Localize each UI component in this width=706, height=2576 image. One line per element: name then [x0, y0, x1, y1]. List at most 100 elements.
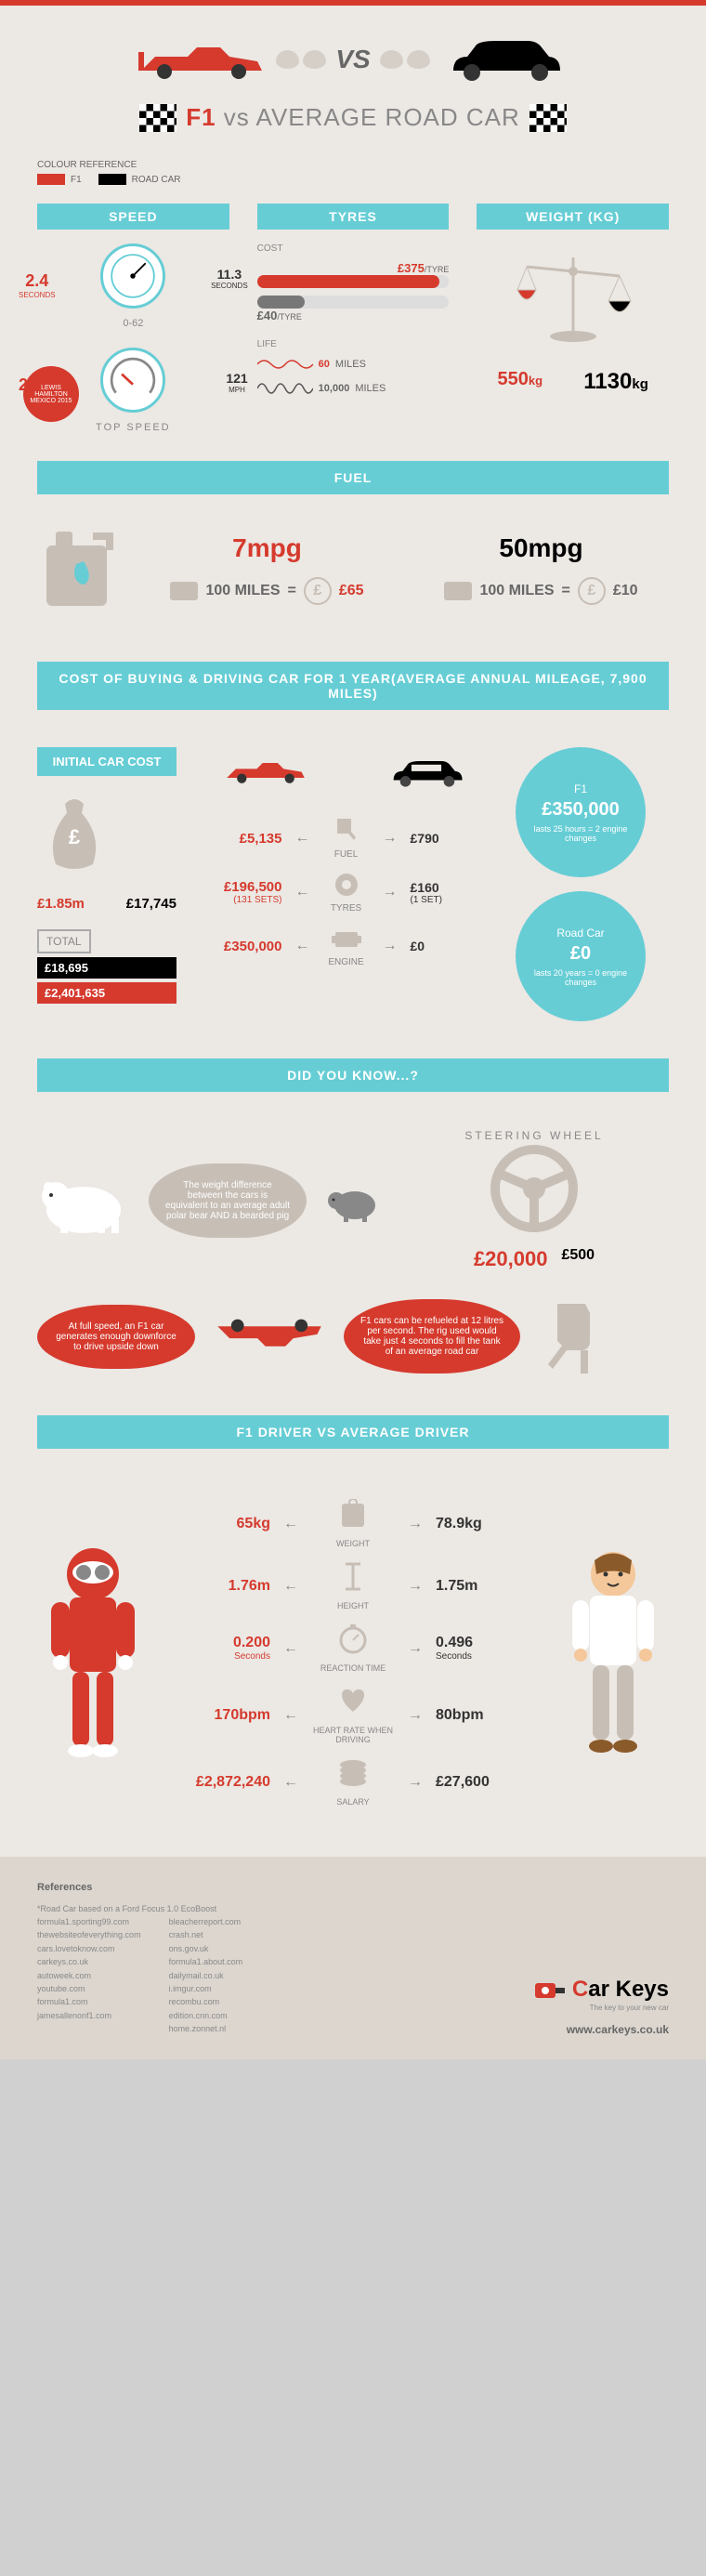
ref-link: jamesallenonf1.com [37, 2009, 141, 2022]
tyres-header: TYRES [257, 204, 450, 230]
driver-row-height: 1.76m←HEIGHT→1.75m [167, 1561, 539, 1610]
driver-header: F1 DRIVER VS AVERAGE DRIVER [37, 1415, 669, 1449]
weight-col: WEIGHT (KG) 550kg 1130kg [477, 204, 669, 433]
speedometer-icon [100, 348, 165, 413]
weight-f1: 550kg [497, 369, 543, 395]
tyre-cost-road-bar: £40/TYRE [257, 296, 450, 322]
topspeed-label: TOP SPEED [37, 422, 229, 433]
fuel-nozzle-icon [539, 1295, 604, 1378]
pound-icon: £ [578, 577, 606, 605]
ref-link: recombu.com [169, 1995, 243, 2008]
upside-down-car-icon [214, 1313, 325, 1360]
logo-text: Car Keys [572, 1977, 669, 2003]
f1-driver-icon [37, 1523, 149, 1783]
checker-right-icon [530, 104, 567, 132]
dyk-header: DID YOU KNOW...? [37, 1058, 669, 1092]
tyre-life-f1: 60 MILES [257, 355, 450, 374]
avg-driver-icon [557, 1523, 669, 1783]
weight-fact-bubble: The weight difference between the cars i… [149, 1163, 307, 1238]
pig-icon [325, 1177, 381, 1224]
ref-link: carkeys.co.uk [37, 1955, 141, 1968]
driver-section: 65kg←WEIGHT→78.9kg 1.76m←HEIGHT→1.75m 0.20… [0, 1467, 706, 1857]
ref-link: thewebsiteofeverything.com [37, 1928, 141, 1941]
references-footer: References *Road Car based on a Ford Foc… [0, 1857, 706, 2059]
f1-car-small-icon [224, 747, 307, 794]
downforce-fact: At full speed, an F1 car generates enoug… [37, 1305, 195, 1369]
mpg-road: 50mpg [413, 533, 669, 563]
tyre-life-road: 10,000 MILES [257, 379, 450, 398]
annual-cost-section: INITIAL CAR COST £ £1.85m £17,745 TOTAL … [0, 729, 706, 1040]
fuel-row: 7mpg 100 MILES= £ £65 50mpg 100 MILES= £… [0, 513, 706, 643]
ref-link: bleacherreport.com [169, 1915, 243, 1928]
driver-row-reaction-time: 0.200Seconds←REACTION TIME→0.496Seconds [167, 1623, 539, 1673]
driver-row-weight: 65kg←WEIGHT→78.9kg [167, 1499, 539, 1548]
stats-row-1: SPEED 2.4SECONDS 11.3SECONDS 0-62 223MPH… [0, 194, 706, 442]
total-f1: £2,401,635 [37, 982, 176, 1004]
weight-header: WEIGHT (KG) [477, 204, 669, 230]
colour-legend: COLOUR REFERENCE F1ROAD CAR [0, 160, 706, 194]
logo-box: Car Keys The key to your new car www.car… [533, 1976, 669, 2036]
moneybag-icon: £ [37, 790, 111, 874]
steering-road: £500 [561, 1247, 595, 1271]
refuel-fact: F1 cars can be refueled at 12 litres per… [344, 1299, 520, 1373]
svg-text:£: £ [69, 825, 81, 848]
accel-road: 11.3SECONDS [211, 267, 248, 290]
fuel-header: FUEL [37, 461, 669, 494]
accel-range: 0-62 [37, 318, 229, 329]
infographic-page: VS F1 vs AVERAGE ROAD CAR COLOUR REFEREN… [0, 0, 706, 2059]
speed-col: SPEED 2.4SECONDS 11.3SECONDS 0-62 223MPH… [37, 204, 229, 433]
checker-left-icon [139, 104, 176, 132]
ref-link: ons.gov.uk [169, 1942, 243, 1955]
ref-link: i.imgur.com [169, 1982, 243, 1995]
fuel-can-icon [37, 522, 121, 615]
swatch-f1 [37, 174, 65, 185]
annual-row-fuel: £5,135←FUEL→£790 [200, 817, 492, 860]
polar-bear-icon [37, 1163, 130, 1238]
footer-url: www.carkeys.co.uk [533, 2023, 669, 2036]
carkeys-logo-icon [533, 1976, 567, 2004]
stopwatch-icon [100, 243, 165, 309]
f1-car-icon [137, 38, 267, 80]
vs-text: VS [335, 45, 370, 74]
weight-road: 1130kg [583, 369, 648, 395]
topspeed-road: 121MPH [226, 371, 247, 394]
annual-row-tyres: £196,500(131 SETS)←TYRES→£160(1 SET) [200, 871, 492, 913]
steering-f1: £20,000 [474, 1247, 548, 1271]
ref-link: formula1.about.com [169, 1955, 243, 1968]
total-box: TOTAL £18,695 £2,401,635 [37, 929, 176, 1004]
hamilton-badge: LEWIS HAMILTON MEXICO 2015 [23, 366, 79, 422]
initial-road: £17,745 [126, 896, 176, 912]
tyre-cost-f1-bar: £375/TYRE [257, 261, 450, 288]
ref-link: crash.net [169, 1928, 243, 1941]
vs-cars-row: VS [37, 33, 669, 85]
accel-f1: 2.4SECONDS [19, 271, 56, 299]
road-car-icon [439, 33, 569, 85]
tyre-cost-label: COST [257, 243, 450, 254]
gauge-mini-icon [170, 582, 198, 600]
main-title-row: F1 vs AVERAGE ROAD CAR [37, 103, 669, 132]
engine-bubble-road: Road Car £0 lasts 20 years = 0 engine ch… [516, 891, 646, 1021]
steering-wheel-icon [488, 1142, 581, 1235]
gauge-mini-icon [444, 582, 472, 600]
total-road: £18,695 [37, 957, 176, 979]
fuel-f1-col: 7mpg 100 MILES= £ £65 [139, 533, 395, 605]
ref-link: autoweek.com [37, 1969, 141, 1982]
scale-icon [499, 243, 647, 355]
refs-header: References [37, 1880, 242, 1897]
steering-label: STEERING WHEEL [399, 1129, 669, 1142]
initial-cost-header: INITIAL CAR COST [37, 747, 176, 776]
annual-header: COST OF BUYING & DRIVING CAR FOR 1 YEAR(… [37, 662, 669, 710]
driver-row-salary: £2,872,240←SALARY→£27,600 [167, 1757, 539, 1807]
intro-section: VS F1 vs AVERAGE ROAD CAR [0, 6, 706, 160]
legend-header: COLOUR REFERENCE [37, 160, 669, 170]
engine-bubble-f1: F1 £350,000 lasts 25 hours = 2 engine ch… [516, 747, 646, 877]
ref-link: home.zonnet.nl [169, 2022, 243, 2035]
speed-header: SPEED [37, 204, 229, 230]
initial-f1: £1.85m [37, 896, 85, 912]
tyres-col: TYRES COST £375/TYRE £40/TYRE LIFE 60 MI… [257, 204, 450, 433]
ref-link: youtube.com [37, 1982, 141, 1995]
dyk-section: The weight difference between the cars i… [0, 1111, 706, 1397]
ref-link: formula1.com [37, 1995, 141, 2008]
ref-link: formula1.sporting99.com [37, 1915, 141, 1928]
vs-badge: VS [276, 45, 429, 74]
